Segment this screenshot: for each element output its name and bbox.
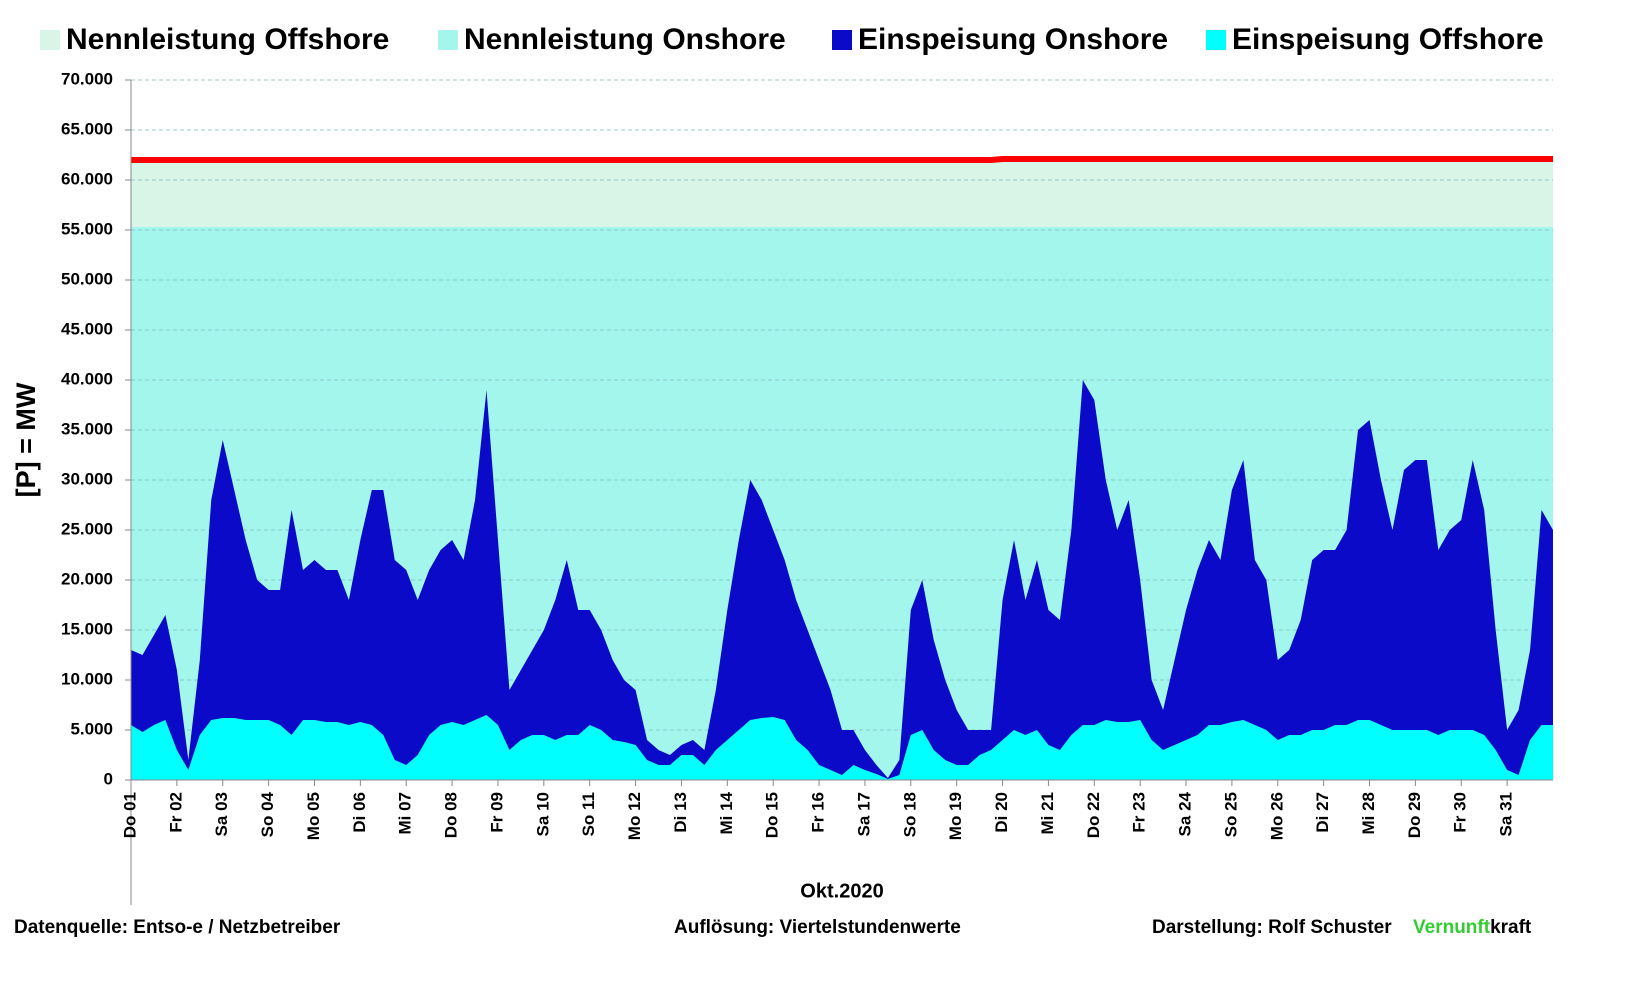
- x-tick-label: Mi 14: [717, 791, 736, 834]
- x-tick-label: Fr 23: [1130, 792, 1149, 833]
- y-tick-label: 65.000: [61, 119, 113, 138]
- legend-swatch: [40, 30, 60, 50]
- y-tick-label: 30.000: [61, 469, 113, 488]
- y-axis-title: [P] = MW: [11, 382, 41, 497]
- footer-source: Datenquelle: Entso-e / Netzbetreiber: [14, 917, 341, 938]
- x-tick-label: Fr 16: [809, 792, 828, 833]
- x-tick-label: So 11: [579, 792, 598, 836]
- x-tick-label: Sa 31: [1497, 792, 1516, 836]
- x-tick-label: Sa 10: [533, 792, 552, 836]
- brand-green: Vernunft: [1413, 917, 1491, 938]
- x-tick-label: Mo 12: [625, 792, 644, 840]
- y-tick-label: 0: [104, 769, 113, 788]
- x-tick-label: Di 13: [671, 792, 690, 833]
- y-tick-label: 25.000: [61, 519, 113, 538]
- legend-label: Einspeisung Onshore: [858, 23, 1168, 56]
- y-tick-label: 10.000: [61, 669, 113, 688]
- legend-label: Einspeisung Offshore: [1232, 23, 1544, 56]
- y-tick-label: 15.000: [61, 619, 113, 638]
- x-tick-label: Do 22: [1084, 792, 1103, 838]
- x-tick-label: Mo 05: [304, 792, 323, 840]
- x-tick-label: Di 06: [350, 792, 369, 833]
- x-tick-label: Fr 02: [166, 792, 185, 833]
- x-tick-label: Do 29: [1405, 792, 1424, 838]
- x-tick-label: Di 20: [992, 792, 1011, 833]
- y-tick-label: 5.000: [70, 719, 113, 738]
- x-tick-label: Fr 30: [1451, 792, 1470, 833]
- legend-swatch: [1206, 30, 1226, 50]
- y-tick-label: 60.000: [61, 169, 113, 188]
- x-tick-label: Sa 03: [212, 792, 231, 836]
- x-tick-label: Di 27: [1313, 792, 1332, 833]
- x-tick-label: So 18: [900, 792, 919, 837]
- x-tick-label: Do 08: [442, 792, 461, 838]
- x-tick-label: Mo 26: [1267, 792, 1286, 840]
- feed-onshore-area: [131, 380, 1553, 779]
- x-tick-label: Mi 21: [1038, 792, 1057, 835]
- brand-black: kraft: [1490, 917, 1532, 938]
- y-tick-label: 40.000: [61, 369, 113, 388]
- x-tick-label: Mi 28: [1359, 792, 1378, 835]
- capacity-total-line: [131, 156, 1553, 163]
- capacity-offshore-area: [131, 159, 1553, 227]
- x-tick-label: Sa 24: [1176, 791, 1195, 836]
- feed-offshore-area: [131, 715, 1553, 780]
- y-tick-label: 20.000: [61, 569, 113, 588]
- x-tick-label: Mi 07: [396, 792, 415, 835]
- footer-resolution: Auflösung: Viertelstundenwerte: [674, 917, 961, 938]
- x-tick-label: Fr 09: [487, 792, 506, 833]
- y-tick-label: 55.000: [61, 219, 113, 238]
- footer-brand: Vernunftkraft: [1413, 917, 1532, 938]
- legend-swatch: [832, 30, 852, 50]
- y-tick-label: 70.000: [61, 69, 113, 88]
- legend-swatch: [438, 30, 458, 50]
- x-tick-label: So 04: [258, 791, 277, 837]
- footer-author: Darstellung: Rolf Schuster: [1152, 917, 1392, 938]
- plot-area: [131, 79, 1553, 781]
- x-axis-title: Okt.2020: [800, 880, 883, 902]
- y-tick-label: 50.000: [61, 269, 113, 288]
- x-tick-label: So 25: [1221, 792, 1240, 837]
- x-tick-label: Do 15: [763, 792, 782, 838]
- y-tick-label: 35.000: [61, 419, 113, 438]
- x-tick-label: Sa 17: [854, 792, 873, 836]
- legend-label: Nennleistung Onshore: [464, 23, 786, 56]
- x-tick-label: Mo 19: [946, 792, 965, 840]
- legend-label: Nennleistung Offshore: [66, 23, 389, 56]
- x-tick-label: Do 01: [120, 792, 139, 838]
- y-tick-label: 45.000: [61, 319, 113, 338]
